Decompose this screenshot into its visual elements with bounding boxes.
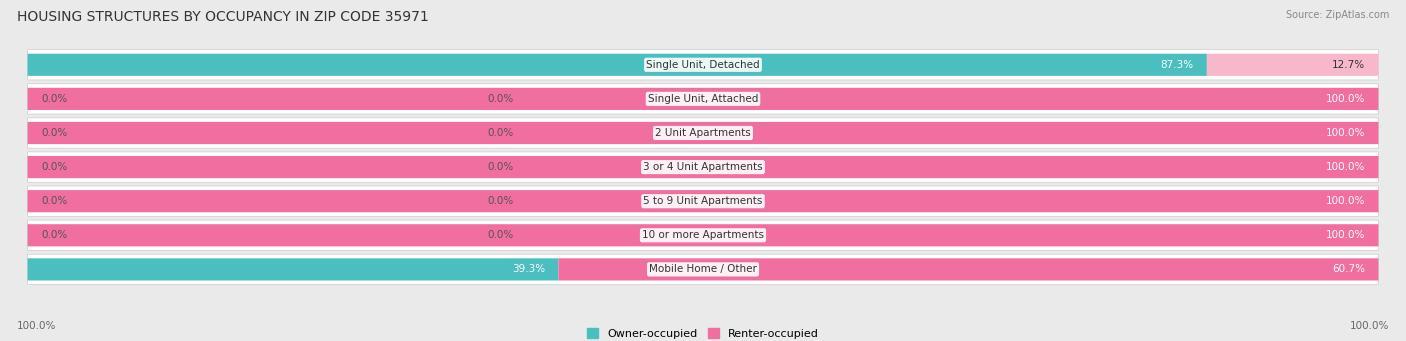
Text: 100.0%: 100.0% bbox=[1350, 321, 1389, 331]
Text: 100.0%: 100.0% bbox=[1326, 162, 1365, 172]
FancyBboxPatch shape bbox=[28, 122, 1378, 144]
Text: 100.0%: 100.0% bbox=[1326, 230, 1365, 240]
Text: 0.0%: 0.0% bbox=[488, 162, 513, 172]
FancyBboxPatch shape bbox=[28, 190, 1378, 212]
FancyBboxPatch shape bbox=[28, 186, 1378, 217]
Text: 0.0%: 0.0% bbox=[41, 162, 67, 172]
Text: 12.7%: 12.7% bbox=[1331, 60, 1365, 70]
Text: 0.0%: 0.0% bbox=[488, 94, 513, 104]
Text: 10 or more Apartments: 10 or more Apartments bbox=[643, 230, 763, 240]
FancyBboxPatch shape bbox=[28, 254, 1378, 284]
Text: 0.0%: 0.0% bbox=[41, 94, 67, 104]
Text: 2 Unit Apartments: 2 Unit Apartments bbox=[655, 128, 751, 138]
Text: 100.0%: 100.0% bbox=[1326, 128, 1365, 138]
Text: Source: ZipAtlas.com: Source: ZipAtlas.com bbox=[1285, 10, 1389, 20]
Text: Mobile Home / Other: Mobile Home / Other bbox=[650, 264, 756, 275]
FancyBboxPatch shape bbox=[28, 224, 1378, 246]
FancyBboxPatch shape bbox=[28, 258, 558, 280]
FancyBboxPatch shape bbox=[28, 156, 1378, 178]
Text: HOUSING STRUCTURES BY OCCUPANCY IN ZIP CODE 35971: HOUSING STRUCTURES BY OCCUPANCY IN ZIP C… bbox=[17, 10, 429, 24]
Text: 0.0%: 0.0% bbox=[41, 128, 67, 138]
Text: 3 or 4 Unit Apartments: 3 or 4 Unit Apartments bbox=[643, 162, 763, 172]
Text: 5 to 9 Unit Apartments: 5 to 9 Unit Apartments bbox=[644, 196, 762, 206]
Text: Single Unit, Attached: Single Unit, Attached bbox=[648, 94, 758, 104]
FancyBboxPatch shape bbox=[28, 152, 1378, 182]
FancyBboxPatch shape bbox=[558, 258, 1378, 280]
Text: 0.0%: 0.0% bbox=[488, 230, 513, 240]
FancyBboxPatch shape bbox=[1206, 54, 1378, 76]
Text: 100.0%: 100.0% bbox=[1326, 94, 1365, 104]
Text: 87.3%: 87.3% bbox=[1160, 60, 1194, 70]
FancyBboxPatch shape bbox=[28, 88, 1378, 110]
Text: 0.0%: 0.0% bbox=[41, 196, 67, 206]
Text: 60.7%: 60.7% bbox=[1331, 264, 1365, 275]
Text: 100.0%: 100.0% bbox=[1326, 196, 1365, 206]
FancyBboxPatch shape bbox=[28, 50, 1378, 80]
Text: 0.0%: 0.0% bbox=[488, 196, 513, 206]
FancyBboxPatch shape bbox=[28, 118, 1378, 148]
Text: 100.0%: 100.0% bbox=[17, 321, 56, 331]
Text: 39.3%: 39.3% bbox=[512, 264, 546, 275]
Text: Single Unit, Detached: Single Unit, Detached bbox=[647, 60, 759, 70]
Text: 0.0%: 0.0% bbox=[41, 230, 67, 240]
FancyBboxPatch shape bbox=[28, 220, 1378, 250]
Legend: Owner-occupied, Renter-occupied: Owner-occupied, Renter-occupied bbox=[582, 324, 824, 341]
FancyBboxPatch shape bbox=[28, 54, 1206, 76]
Text: 0.0%: 0.0% bbox=[488, 128, 513, 138]
FancyBboxPatch shape bbox=[28, 84, 1378, 114]
